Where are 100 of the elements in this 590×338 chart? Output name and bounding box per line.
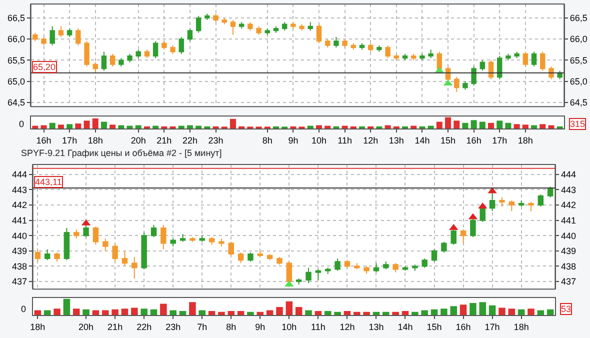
- y-tick-label: 65,0: [8, 76, 26, 86]
- bar: [470, 302, 476, 316]
- candlestick: [508, 200, 515, 212]
- candlestick: [334, 258, 340, 272]
- candlestick: [522, 51, 528, 68]
- bar: [382, 312, 390, 316]
- candlestick: [256, 26, 262, 36]
- candlestick: [83, 224, 89, 238]
- candlestick: [74, 229, 80, 240]
- bar: [436, 122, 442, 129]
- candlestick: [50, 26, 55, 46]
- bar: [110, 124, 116, 129]
- candlestick: [373, 262, 380, 273]
- bar: [247, 312, 254, 316]
- bar: [82, 309, 90, 316]
- x-tick-label: 8h: [226, 322, 236, 332]
- bar: [528, 308, 534, 316]
- text: 315: [570, 119, 586, 129]
- candlestick: [208, 236, 215, 246]
- x-tick-label: 21h: [156, 135, 172, 146]
- bar: [392, 312, 399, 316]
- bar: [514, 124, 520, 129]
- bar: [102, 310, 109, 316]
- candlestick: [144, 49, 150, 59]
- candlestick: [506, 53, 511, 61]
- candlestick: [548, 66, 554, 80]
- bar: [518, 309, 525, 316]
- x-tick-label: 10h: [282, 322, 297, 332]
- bar: [276, 306, 283, 316]
- candlestick: [402, 266, 408, 272]
- candlestick: [316, 24, 322, 44]
- bar: [402, 311, 409, 316]
- candlestick: [160, 224, 166, 250]
- y2-tick-label: 441: [560, 215, 576, 226]
- bar: [286, 301, 293, 316]
- candlestick: [428, 49, 434, 59]
- x-tick-label: 23h: [208, 135, 224, 146]
- candlestick: [64, 227, 70, 261]
- bar: [421, 310, 428, 316]
- candlestick: [531, 51, 537, 68]
- candlestick: [315, 268, 322, 280]
- bar: [440, 308, 448, 316]
- candlestick: [257, 250, 264, 258]
- candlestick: [178, 36, 184, 54]
- y-tick-label: 444: [12, 170, 28, 180]
- candlestick: [162, 40, 167, 50]
- x-tick-label: 16h: [456, 322, 471, 332]
- candlestick: [306, 267, 312, 284]
- candlestick: [462, 80, 468, 90]
- candlestick: [196, 15, 202, 34]
- x-tick-label: 17h: [492, 135, 508, 146]
- bar: [230, 118, 236, 129]
- candlestick: [54, 252, 60, 262]
- bar: [384, 125, 391, 129]
- bar: [121, 308, 128, 316]
- candlestick: [422, 258, 428, 268]
- candlestick: [32, 32, 38, 42]
- candlestick: [44, 248, 50, 261]
- bar: [131, 308, 138, 316]
- candlestick: [450, 229, 456, 246]
- y2-tick-label: 444: [560, 170, 576, 180]
- bar: [344, 311, 351, 316]
- y-tick-label: 441: [12, 215, 28, 226]
- y-tick-label: 66,5: [8, 13, 26, 24]
- bar: [75, 123, 82, 129]
- candlestick: [228, 241, 234, 256]
- bar: [445, 117, 452, 129]
- bar: [488, 305, 496, 316]
- y-tick-label: 64,5: [8, 98, 26, 108]
- candlestick: [334, 36, 339, 48]
- candlestick: [282, 22, 288, 32]
- candlestick: [460, 229, 466, 244]
- candlestick: [152, 40, 158, 59]
- bar: [44, 310, 51, 316]
- y-tick-label: 443: [12, 184, 28, 195]
- bar: [198, 310, 206, 316]
- ref-line-label: 443,11: [35, 177, 62, 187]
- bar: [496, 120, 503, 129]
- candlestick: [276, 256, 282, 266]
- x-tick-label: 18h: [514, 322, 529, 332]
- bar: [470, 120, 477, 129]
- y2-tick-label: 439: [560, 246, 576, 256]
- bar: [537, 310, 544, 316]
- x-tick-label: 15h: [426, 322, 442, 332]
- candlestick: [101, 51, 107, 72]
- bar: [160, 304, 167, 316]
- x-tick-label: 16h: [36, 135, 52, 146]
- candlestick: [34, 248, 41, 262]
- x-tick-label: 22h: [136, 322, 152, 332]
- x-tick-label: 15h: [440, 135, 456, 146]
- bar: [412, 312, 418, 316]
- bar: [505, 122, 512, 129]
- candlestick: [170, 238, 176, 247]
- x-tick-label: 9h: [288, 135, 298, 146]
- bar: [546, 309, 554, 316]
- candlestick: [122, 250, 128, 267]
- bar: [498, 308, 506, 316]
- x-tick-label: 7h: [197, 322, 208, 332]
- y-tick-label: 65,5: [8, 55, 26, 66]
- candlestick: [354, 262, 360, 270]
